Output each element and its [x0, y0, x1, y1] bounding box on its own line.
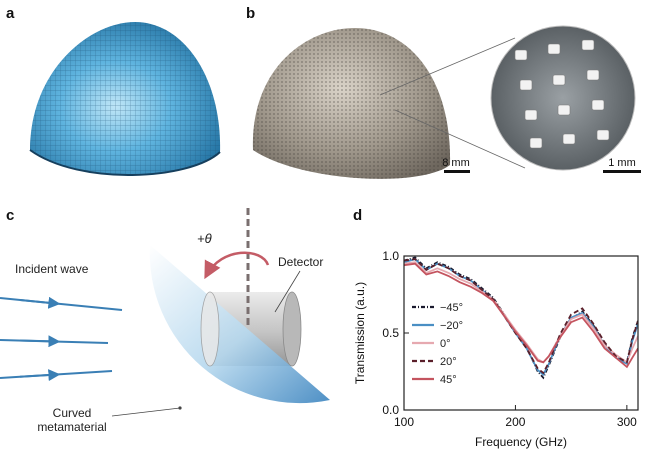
legend-label-1: −20°	[440, 320, 463, 332]
x-tick-label-0: 100	[394, 415, 414, 429]
panel-c-letter: c	[6, 207, 14, 224]
material-label-line1: Curved	[53, 406, 92, 420]
incident-wave-label: Incident wave	[15, 262, 89, 276]
legend-label-0: −45°	[440, 302, 463, 314]
scalebar-1mm-label: 1 mm	[608, 157, 636, 169]
detector-cylinder-front	[200, 291, 220, 367]
panel-c: c +θ Incident wave Detector Curved metam…	[0, 207, 330, 434]
y-axis-label: Transmission (a.u.)	[353, 282, 367, 384]
panel-a: a	[6, 5, 221, 176]
detector-label: Detector	[278, 255, 323, 269]
zoom-lines	[379, 37, 526, 169]
legend-label-3: 20°	[440, 356, 457, 368]
panel-d-letter: d	[353, 207, 362, 224]
y-tick-label-2: 1.0	[382, 249, 399, 263]
angle-label: +θ	[197, 231, 212, 246]
zoom-inset	[490, 25, 636, 171]
panel-b-letter: b	[246, 5, 255, 22]
panel-b: b	[246, 5, 641, 179]
scalebar-1mm: 1 mm	[603, 157, 641, 173]
x-axis-label: Frequency (GHz)	[475, 435, 567, 449]
incident-wave-arrows	[0, 296, 123, 382]
legend-label-2: 0°	[440, 338, 451, 350]
series-line-4	[404, 262, 638, 369]
material-pointer	[111, 407, 181, 417]
grey-dome-metamaterial	[252, 28, 451, 179]
panel-d: d 100 200 300 0.0 0.5 1.0 Frequency (GHz) Trans…	[353, 207, 639, 449]
blue-dome-metamaterial	[29, 22, 221, 176]
material-label-line2: metamaterial	[37, 420, 106, 434]
transmission-chart: 100 200 300 0.0 0.5 1.0 Frequency (GHz) Transmi…	[353, 249, 639, 449]
series-line-3	[404, 258, 638, 375]
y-tick-label-1: 0.5	[382, 326, 399, 340]
y-tick-label-0: 0.0	[382, 403, 399, 417]
plot-frame	[403, 255, 639, 411]
rotation-angle-arrow	[204, 251, 270, 280]
scalebar-8mm-label: 8 mm	[442, 157, 470, 169]
curved-metamaterial-half-sphere	[149, 245, 330, 404]
panel-a-letter: a	[6, 5, 15, 22]
detector-pointer	[274, 270, 301, 313]
scalebar-8mm: 8 mm	[442, 157, 470, 173]
x-tick-label-2: 300	[617, 415, 637, 429]
legend-label-4: 45°	[440, 374, 457, 386]
x-tick-label-1: 200	[505, 415, 525, 429]
